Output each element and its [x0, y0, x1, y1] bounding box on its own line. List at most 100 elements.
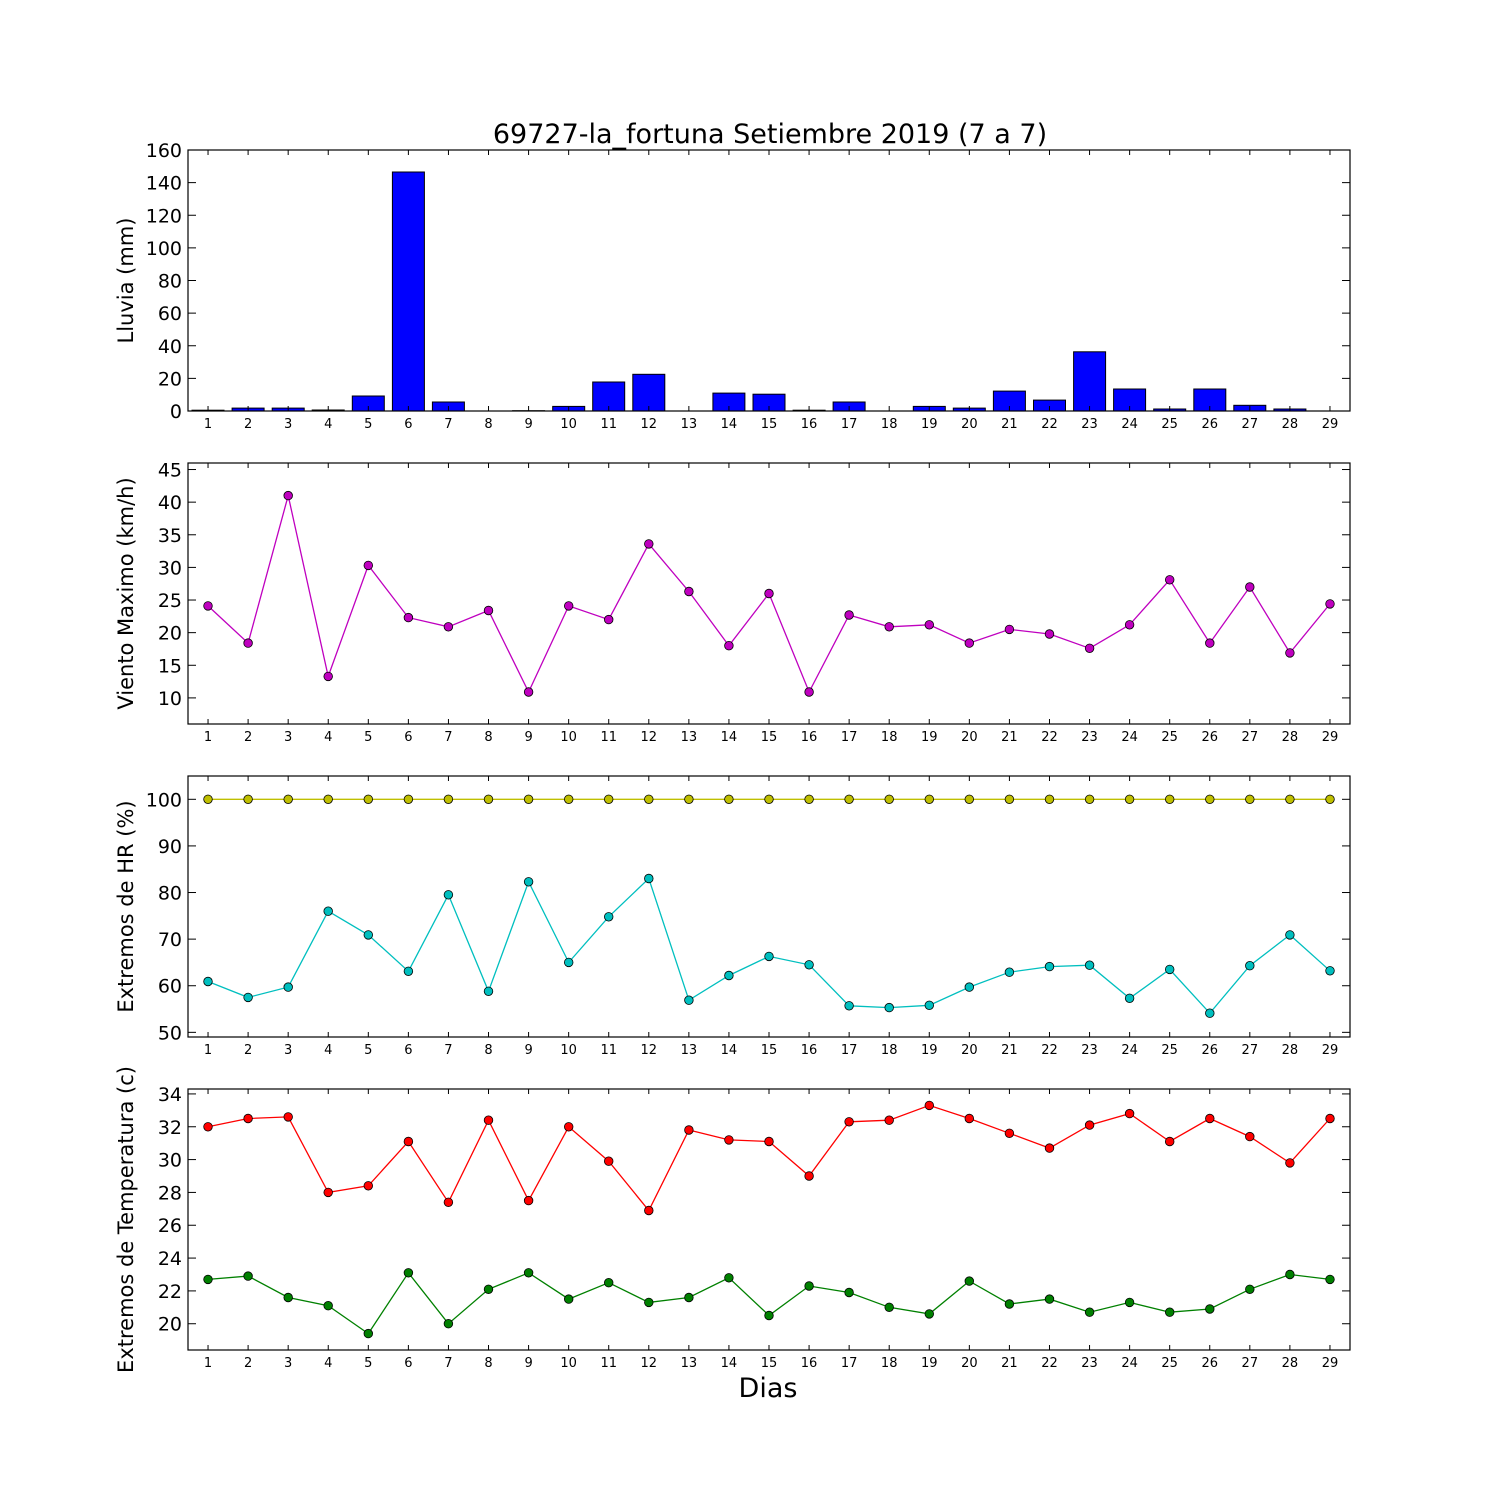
humedad-series-line [207, 877, 1331, 1015]
x-tick-label: 9 [524, 730, 532, 745]
y-tick-label: 30 [158, 1150, 182, 1172]
humedad-point [844, 794, 854, 805]
x-tick-label: 22 [1041, 1356, 1058, 1371]
humedad-point [203, 976, 213, 987]
x-tick-label: 8 [484, 417, 492, 432]
temperatura-point [243, 1271, 253, 1281]
x-tick-label: 26 [1201, 1043, 1218, 1058]
x-tick-label: 3 [284, 1356, 292, 1371]
viento-point [764, 588, 774, 599]
temperatura-point [644, 1205, 654, 1216]
x-tick-label: 4 [324, 1356, 332, 1371]
viento-point [283, 490, 293, 501]
x-tick-label: 22 [1041, 730, 1058, 745]
x-tick-label: 6 [404, 730, 412, 745]
viento-point [483, 605, 494, 616]
temperatura-point [323, 1187, 333, 1198]
x-tick-label: 28 [1282, 730, 1299, 745]
temperatura-point [1325, 1113, 1335, 1124]
humedad-point [243, 992, 253, 1003]
viento-point [924, 620, 935, 630]
humedad-point [1164, 794, 1175, 805]
x-tick-label: 23 [1081, 417, 1098, 432]
viento-point [203, 601, 213, 611]
x-tick-label: 29 [1322, 1356, 1339, 1371]
humedad-point [804, 794, 814, 805]
x-tick-label: 6 [404, 417, 412, 432]
temperatura-point [764, 1310, 774, 1321]
y-tick-label: 0 [170, 401, 182, 423]
x-tick-label: 21 [1001, 1043, 1018, 1058]
x-tick-label: 19 [921, 417, 938, 432]
humedad-point [483, 794, 494, 805]
temperatura-point [1245, 1284, 1255, 1295]
temperatura-point [443, 1318, 454, 1329]
x-tick-label: 12 [641, 417, 658, 432]
humedad-point [644, 873, 654, 884]
x-tick-label: 20 [961, 1356, 978, 1371]
x-tick-label: 29 [1322, 417, 1339, 432]
temperatura-point [1245, 1131, 1255, 1142]
y-tick-label: 80 [158, 883, 182, 905]
viento-point [884, 622, 894, 632]
x-tick-label: 23 [1081, 1356, 1098, 1371]
humedad-point [363, 930, 374, 940]
x-tick-label: 4 [324, 1043, 332, 1058]
x-tick-label: 7 [444, 1043, 452, 1058]
x-tick-label: 18 [881, 417, 898, 432]
humedad-axes-frame [187, 775, 1351, 1038]
temperatura-panel: 1 2 3 4 5 6 7 8 9 10 11 12 13 14 15 16 17 18 19 20 21 22 23 24 2… [114, 1066, 1351, 1373]
humedad-point [1285, 794, 1295, 805]
x-tick-label: 26 [1201, 417, 1218, 432]
humedad-point [1084, 960, 1095, 970]
humedad-point [644, 794, 654, 805]
x-tick-label: 24 [1121, 730, 1138, 745]
x-tick-label: 9 [524, 1356, 532, 1371]
x-tick-label: 1 [204, 1043, 212, 1058]
y-axis-label: Lluvia (mm) [114, 218, 138, 344]
y-tick-label: 50 [158, 1022, 182, 1044]
temperatura-point [684, 1292, 694, 1303]
temperatura-point [604, 1156, 614, 1166]
x-tick-label: 21 [1001, 730, 1018, 745]
humedad-point [443, 890, 454, 900]
x-tick-label: 25 [1161, 1043, 1178, 1058]
humedad-point [1084, 794, 1095, 805]
x-tick-label: 20 [961, 730, 978, 745]
humedad-point [1164, 964, 1175, 975]
viento-point [1325, 599, 1335, 609]
x-tick-label: 4 [324, 730, 332, 745]
x-tick-label: 17 [841, 1043, 858, 1058]
viento-point [1044, 629, 1055, 639]
x-tick-label: 15 [761, 417, 778, 432]
y-tick-label: 100 [146, 238, 182, 260]
temperatura-point [844, 1117, 854, 1127]
viento-point [604, 614, 614, 625]
temperatura-point [844, 1287, 854, 1298]
x-tick-label: 10 [560, 1043, 577, 1058]
temperatura-point [1044, 1294, 1055, 1304]
temperatura-point [1164, 1307, 1175, 1317]
temperatura-point [1285, 1158, 1295, 1168]
x-tick-label: 20 [961, 417, 978, 432]
temperatura-point [483, 1115, 494, 1125]
x-tick-label: 28 [1282, 417, 1299, 432]
x-tick-label: 14 [721, 1043, 738, 1058]
x-tick-label: 5 [364, 1356, 372, 1371]
temperatura-point [363, 1181, 374, 1191]
temperatura-point [1205, 1304, 1215, 1314]
viento-point [1285, 648, 1295, 658]
y-tick-label: 30 [158, 557, 182, 579]
x-tick-label: 18 [881, 1356, 898, 1371]
humedad-point [924, 794, 935, 805]
temperatura-point [1084, 1120, 1095, 1130]
x-tick-label: 5 [364, 417, 372, 432]
x-tick-label: 14 [721, 730, 738, 745]
humedad-point [283, 982, 293, 992]
x-tick-label: 8 [484, 1043, 492, 1058]
x-tick-label: 11 [600, 1356, 617, 1371]
temperatura-point [564, 1294, 574, 1304]
temperatura-point [483, 1284, 494, 1295]
x-tick-label: 11 [600, 417, 617, 432]
